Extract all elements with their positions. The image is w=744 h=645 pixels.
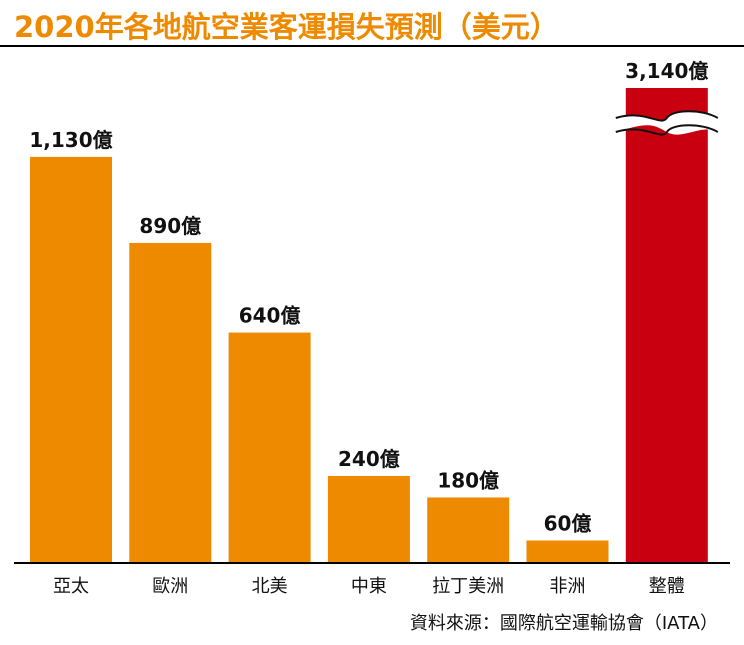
value-label-4: 180億	[437, 468, 499, 492]
value-label-2: 640億	[239, 304, 301, 328]
axis-break-marker	[615, 110, 719, 136]
x-tick-label-5: 非洲	[550, 576, 586, 597]
axis-break-line-top	[615, 110, 719, 122]
bar-1	[129, 242, 212, 562]
chart-title: 2020年各地航空業客運損失預測（美元）	[14, 10, 559, 44]
bar-5	[526, 540, 609, 562]
axis-break-gap	[615, 111, 718, 135]
bars-layer	[30, 88, 708, 562]
title-rule	[0, 45, 744, 47]
bar-3	[327, 475, 410, 562]
x-tick-label-1: 歐洲	[152, 576, 188, 597]
x-tick-label-3: 中東	[351, 576, 387, 597]
bar-4	[427, 497, 510, 562]
source-note: 資料來源：國際航空運輸協會（IATA）	[409, 613, 718, 634]
value-label-5: 60億	[544, 511, 592, 535]
bar-2	[228, 332, 311, 562]
value-label-6: 3,140億	[625, 59, 708, 83]
value-label-0: 1,130億	[29, 128, 112, 152]
x-tick-label-0: 亞太	[53, 576, 89, 597]
value-label-1: 890億	[139, 214, 201, 238]
value-labels-layer: 1,130億 890億 640億 240億 180億 60億 3,140億	[29, 59, 708, 535]
x-tick-label-6: 整體	[649, 576, 685, 597]
x-tick-labels-layer: 亞太 歐洲 北美 中東 拉丁美洲 非洲 整體	[53, 576, 685, 597]
x-tick-label-2: 北美	[252, 576, 288, 597]
bar-0	[30, 156, 112, 562]
bar-6	[625, 88, 708, 562]
bar-chart: 1,130億 890億 640億 240億 180億 60億 3,140億 亞太 歐洲 北美 中東…	[14, 59, 730, 597]
value-label-3: 240億	[338, 447, 400, 471]
axis-break-line-bottom	[615, 124, 719, 136]
x-tick-label-4: 拉丁美洲	[432, 576, 504, 597]
